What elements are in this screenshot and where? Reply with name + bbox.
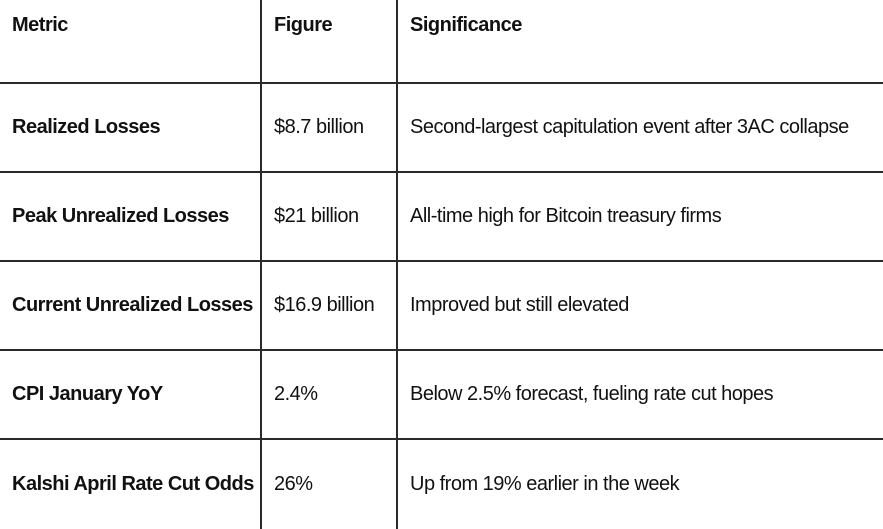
row-divider xyxy=(0,171,883,173)
header-metric: Metric xyxy=(12,14,68,36)
table-row: CPI January YoY 2.4% Below 2.5% forecast… xyxy=(0,350,883,439)
figure-cell: $16.9 billion xyxy=(274,294,375,316)
row-divider xyxy=(0,260,883,262)
significance-cell: Second-largest capitulation event after … xyxy=(410,116,849,138)
table-header-row: Metric Figure Significance xyxy=(0,0,883,83)
header-figure: Figure xyxy=(274,14,333,36)
significance-cell: Below 2.5% forecast, fueling rate cut ho… xyxy=(410,383,774,405)
row-divider xyxy=(0,349,883,351)
metric-cell: CPI January YoY xyxy=(12,383,163,405)
table-row: Current Unrealized Losses $16.9 billion … xyxy=(0,261,883,350)
significance-cell: All-time high for Bitcoin treasury firms xyxy=(410,205,722,227)
figure-cell: 26% xyxy=(274,472,313,495)
header-significance: Significance xyxy=(410,14,522,36)
table-row: Realized Losses $8.7 billion Second-larg… xyxy=(0,83,883,172)
significance-cell: Improved but still elevated xyxy=(410,294,629,316)
figure-cell: 2.4% xyxy=(274,383,318,405)
figure-cell: $8.7 billion xyxy=(274,116,364,138)
figure-cell: $21 billion xyxy=(274,205,359,227)
significance-cell: Up from 19% earlier in the week xyxy=(410,472,680,495)
metric-cell: Kalshi April Rate Cut Odds xyxy=(12,472,254,495)
row-divider xyxy=(0,438,883,440)
column-divider xyxy=(396,0,398,529)
metric-cell: Current Unrealized Losses xyxy=(12,294,253,316)
metric-cell: Peak Unrealized Losses xyxy=(12,205,229,227)
table-row: Peak Unrealized Losses $21 billion All-t… xyxy=(0,172,883,261)
table-row: Kalshi April Rate Cut Odds 26% Up from 1… xyxy=(0,439,883,529)
row-divider xyxy=(0,82,883,84)
column-divider xyxy=(260,0,262,529)
metric-cell: Realized Losses xyxy=(12,116,161,138)
